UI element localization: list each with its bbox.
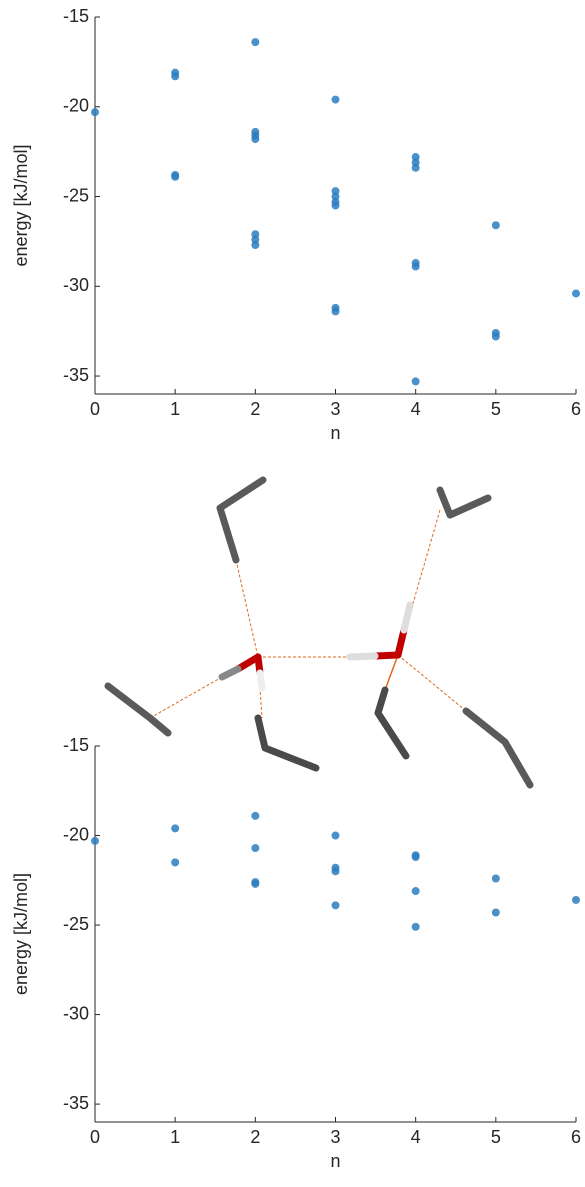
point: [492, 333, 500, 341]
molecule: [108, 686, 168, 733]
point: [572, 289, 580, 297]
x-tick-label: 0: [90, 399, 100, 419]
molecule: [258, 718, 316, 768]
y-tick-label: -15: [63, 735, 89, 755]
y-tick-label: -20: [63, 824, 89, 844]
molecule: [378, 690, 406, 756]
point: [412, 377, 420, 385]
y-tick-label: -25: [63, 185, 89, 205]
point: [251, 880, 259, 888]
point: [332, 832, 340, 840]
point: [251, 38, 259, 46]
molecule-image: [108, 480, 530, 785]
hydrogen-bond: [150, 510, 466, 718]
point: [412, 164, 420, 172]
x-axis-label: n: [330, 1151, 340, 1171]
y-tick-label: -30: [63, 275, 89, 295]
water: [350, 656, 375, 657]
y-axis-label: energy [kJ/mol]: [11, 873, 31, 995]
figure: -15-20-25-30-350123456nenergy [kJ/mol]-1…: [0, 0, 585, 1182]
point: [251, 844, 259, 852]
x-tick-label: 5: [491, 399, 501, 419]
point: [171, 173, 179, 181]
y-tick-label: -35: [63, 1093, 89, 1113]
y-tick-label: -20: [63, 96, 89, 116]
point: [91, 108, 99, 116]
point: [332, 307, 340, 315]
y-tick-label: -35: [63, 365, 89, 385]
point: [171, 858, 179, 866]
x-tick-label: 2: [250, 399, 260, 419]
x-tick-label: 6: [571, 1127, 581, 1147]
point: [412, 853, 420, 861]
point: [91, 837, 99, 845]
point: [332, 96, 340, 104]
point: [251, 241, 259, 249]
molecule: [220, 480, 263, 560]
point: [251, 812, 259, 820]
point: [412, 923, 420, 931]
point: [572, 896, 580, 904]
x-tick-label: 4: [411, 399, 421, 419]
point: [332, 901, 340, 909]
x-tick-label: 3: [330, 1127, 340, 1147]
x-axis-label: n: [330, 423, 340, 443]
molecule: [466, 711, 530, 785]
x-tick-label: 5: [491, 1127, 501, 1147]
point: [492, 909, 500, 917]
x-tick-label: 2: [250, 1127, 260, 1147]
point: [251, 135, 259, 143]
x-tick-label: 1: [170, 1127, 180, 1147]
point: [492, 874, 500, 882]
y-tick-label: -25: [63, 914, 89, 934]
y-axis-label: energy [kJ/mol]: [11, 144, 31, 266]
y-tick-label: -15: [63, 6, 89, 26]
molecule: [440, 490, 488, 515]
x-tick-label: 4: [411, 1127, 421, 1147]
water: [260, 673, 262, 688]
x-tick-label: 1: [170, 399, 180, 419]
x-tick-label: 6: [571, 399, 581, 419]
x-tick-label: 3: [330, 399, 340, 419]
point: [171, 824, 179, 832]
bond: [385, 655, 398, 690]
point: [332, 867, 340, 875]
x-tick-label: 0: [90, 1127, 100, 1147]
y-tick-label: -30: [63, 1003, 89, 1023]
point: [412, 263, 420, 271]
water: [222, 669, 238, 677]
point: [492, 221, 500, 229]
point: [412, 887, 420, 895]
water: [398, 630, 404, 655]
point: [171, 72, 179, 80]
point: [332, 202, 340, 210]
water: [404, 605, 410, 630]
